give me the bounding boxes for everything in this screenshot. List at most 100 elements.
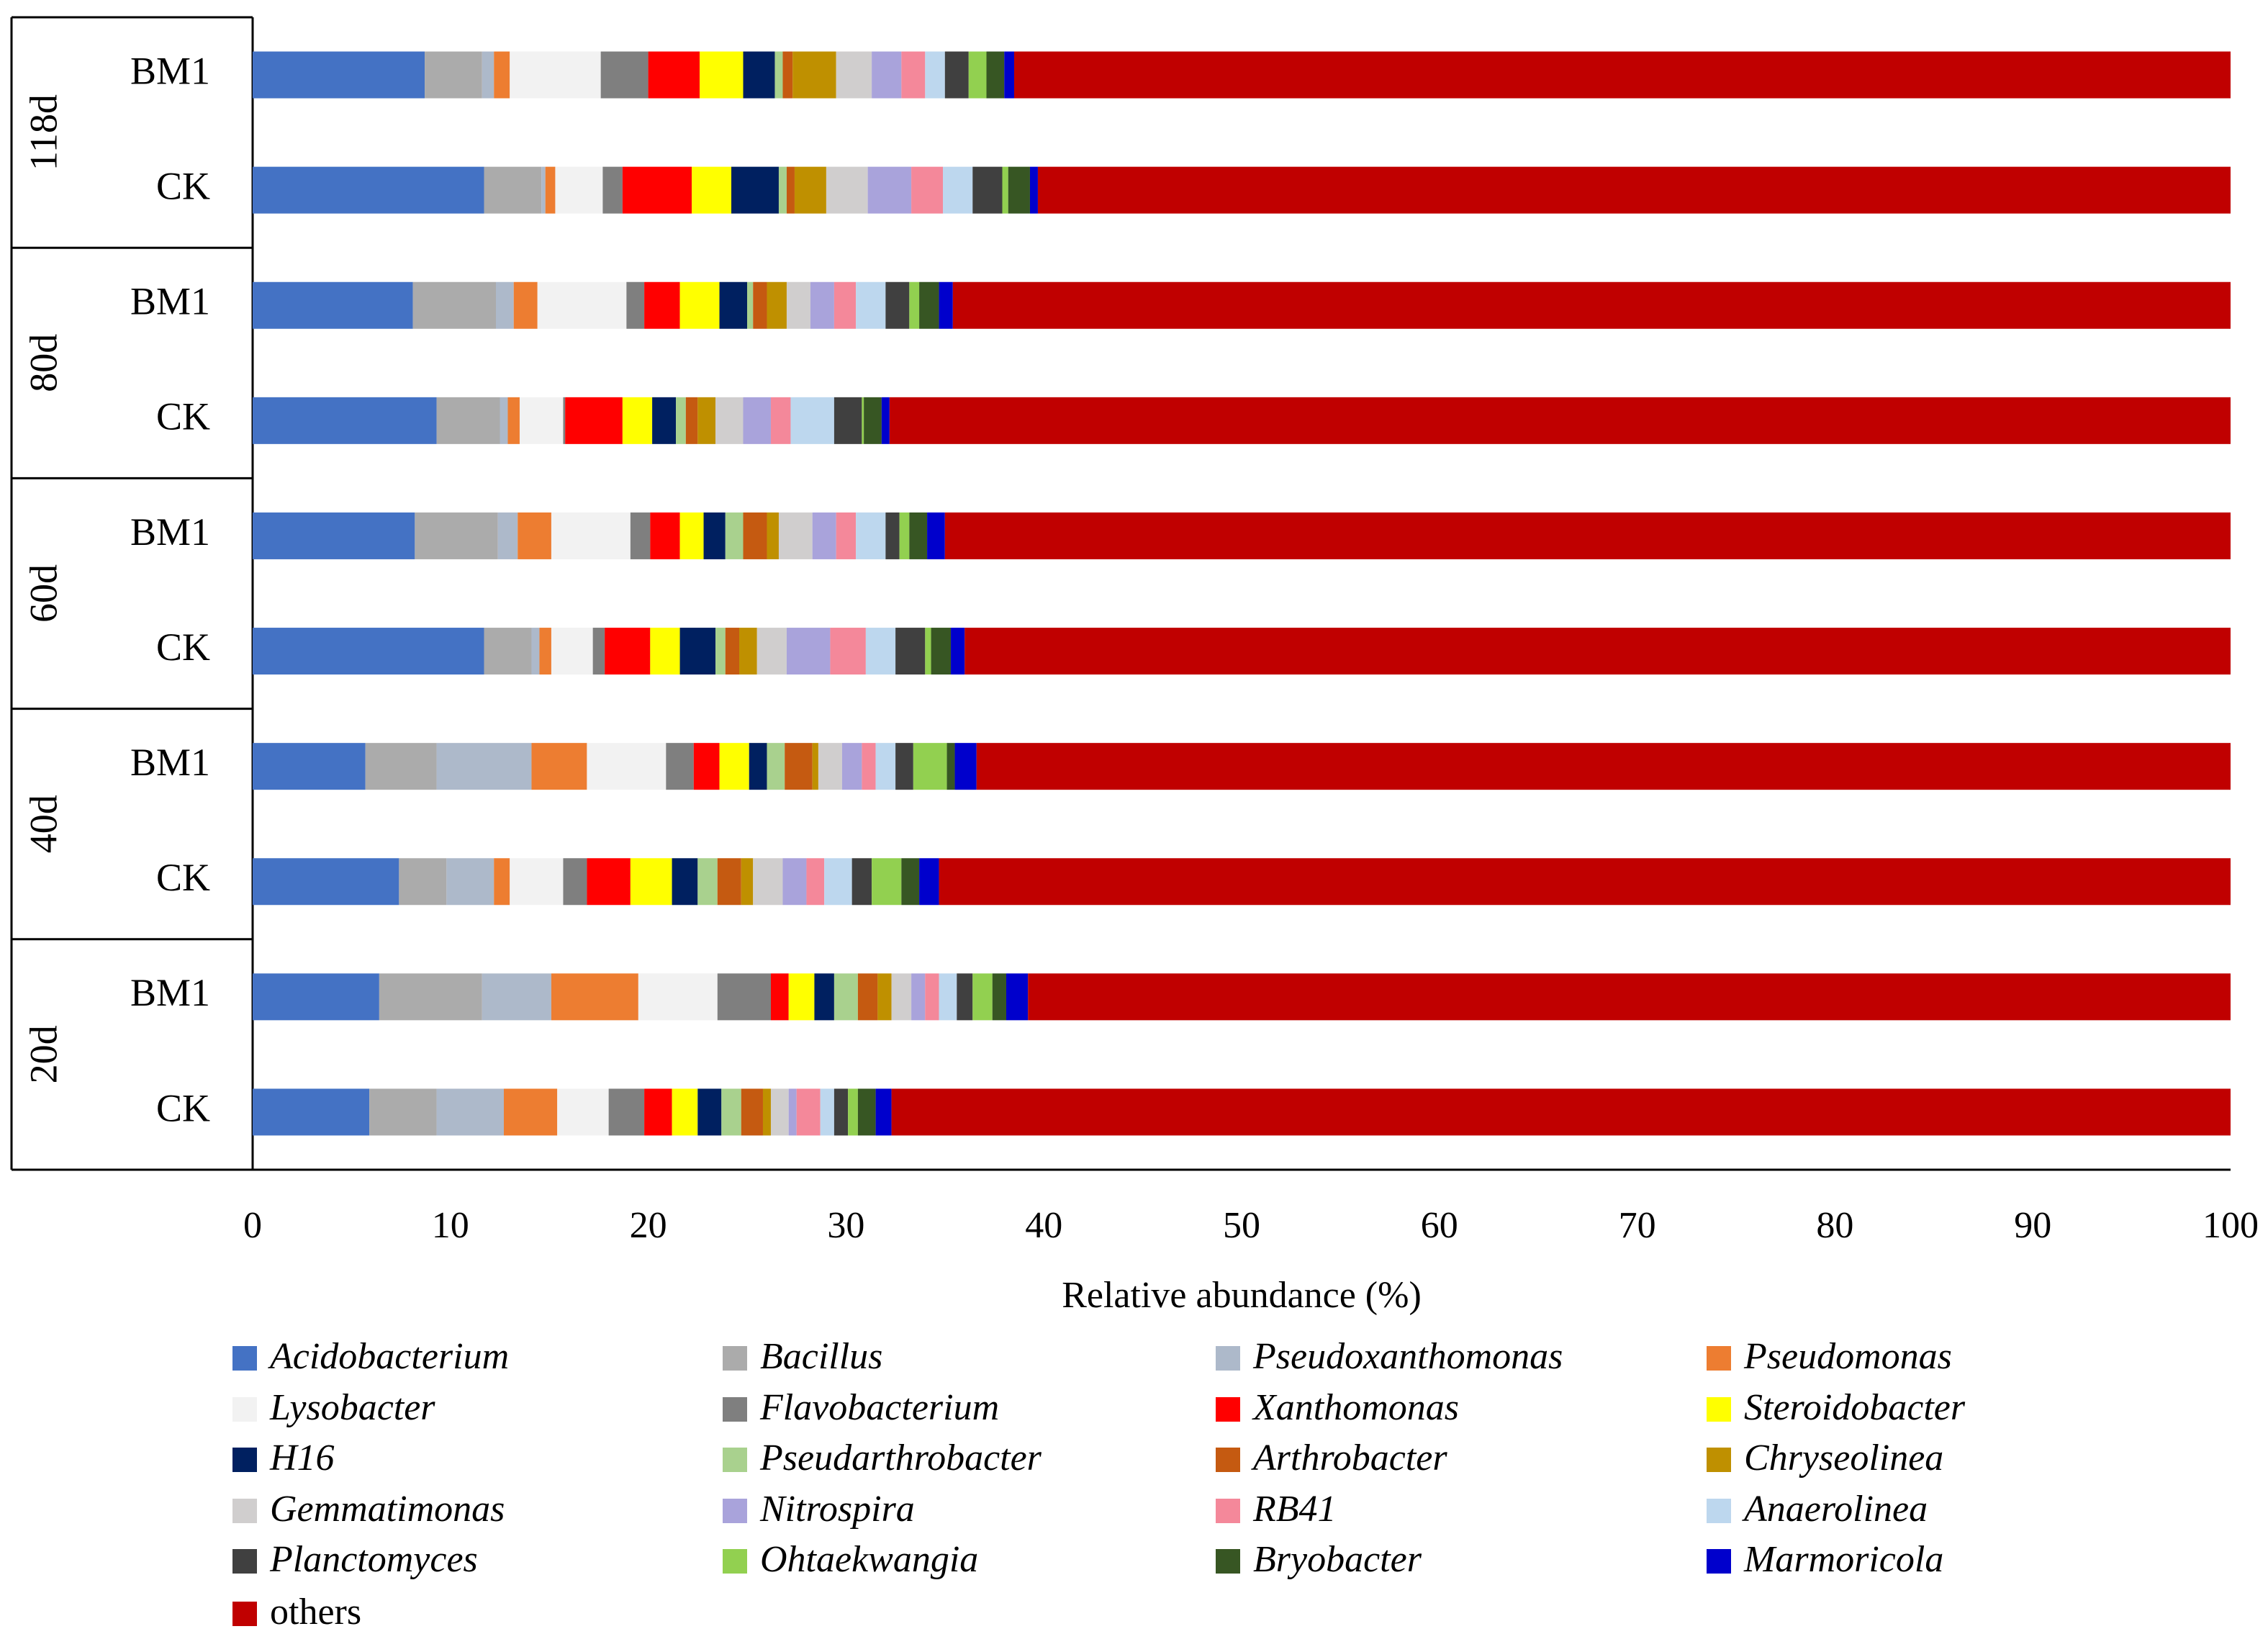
bar-segment (895, 628, 926, 675)
bar-segment (901, 51, 926, 99)
bar-segment (510, 51, 601, 99)
bar-segment (824, 858, 852, 906)
legend-swatch (723, 1397, 747, 1422)
bar-segment (592, 628, 605, 675)
bar-segment (872, 51, 902, 99)
bar-segment (782, 51, 793, 99)
bar-segment (650, 628, 680, 675)
legend-label: Planctomyces (269, 1539, 478, 1580)
x-tick-label: 40 (1025, 1205, 1062, 1246)
bar-segment (836, 512, 857, 559)
bar-segment (715, 628, 726, 675)
legend-swatch (723, 1499, 747, 1523)
bar-segment (679, 628, 716, 675)
group-label: 118d (22, 94, 65, 171)
bar-segment (679, 512, 704, 559)
legend-swatch (1707, 1549, 1731, 1574)
bar-segment (507, 397, 520, 444)
bar-segment (412, 281, 497, 329)
bar-segment (782, 858, 807, 906)
bar-segment (954, 743, 977, 790)
bar-segment (943, 166, 973, 214)
legend-swatch (1216, 1549, 1240, 1574)
bar-segment (891, 973, 912, 1021)
bar-segment (875, 743, 896, 790)
bar-segment (841, 743, 862, 790)
bar-segment (630, 512, 651, 559)
bar-segment (496, 281, 514, 329)
bar-segment (833, 397, 862, 444)
bar-segment (672, 858, 698, 906)
bar-segment (697, 1088, 722, 1136)
bar-segment (925, 973, 939, 1021)
legend-label: Flavobacterium (759, 1387, 999, 1428)
legend-label: Bryobacter (1253, 1539, 1422, 1580)
y-tick-label: BM1 (130, 741, 210, 784)
bar-segment (812, 512, 836, 559)
group-label: 60d (22, 564, 65, 623)
bar-segment (622, 166, 692, 214)
legend-swatch (1707, 1499, 1731, 1523)
bar-segment (749, 743, 767, 790)
bar-segment (790, 397, 834, 444)
bar-segment (638, 973, 718, 1021)
y-tick-label: BM1 (130, 280, 210, 323)
legend-swatch (1707, 1346, 1731, 1371)
bar-segment (909, 512, 928, 559)
bar-segment (551, 628, 593, 675)
bar-segment (889, 397, 2231, 444)
bar-segment (365, 743, 437, 790)
bar-segment (913, 743, 947, 790)
bar-segment (685, 397, 698, 444)
bar-segment (503, 1088, 558, 1136)
bar-segment (650, 512, 680, 559)
y-tick-label: BM1 (130, 49, 210, 92)
bar-segment (500, 397, 508, 444)
x-tick-label: 60 (1421, 1205, 1458, 1246)
bar-segment (551, 973, 638, 1021)
bar-segment (774, 51, 783, 99)
bar-segment (739, 628, 757, 675)
bar-segment (565, 397, 623, 444)
legend-swatch (1707, 1448, 1731, 1472)
group-label: 40d (22, 795, 65, 853)
bar-segment (626, 281, 645, 329)
legend-label: Bacillus (760, 1336, 882, 1377)
bar-segment (743, 512, 767, 559)
legend-swatch (232, 1397, 257, 1422)
bar-segment (436, 397, 500, 444)
bar-segment (770, 397, 791, 444)
legend-label: Marmoricola (1743, 1539, 1943, 1580)
bar-segment (848, 1088, 858, 1136)
legend-swatch (1216, 1397, 1240, 1422)
bar-segment (630, 858, 672, 906)
bar-segment (743, 51, 775, 99)
x-tick-label: 0 (243, 1205, 262, 1246)
bar-segment (399, 858, 447, 906)
bar-segment (895, 743, 913, 790)
bar-segment (1029, 166, 1038, 214)
legend-label: Nitrospira (759, 1489, 915, 1530)
y-tick-label: CK (156, 165, 210, 208)
bar-segment (851, 858, 872, 906)
bar-segment (510, 858, 564, 906)
bar-segment (253, 743, 366, 790)
bar-segment (545, 166, 556, 214)
bar-segment (741, 1088, 763, 1136)
x-tick-label: 30 (827, 1205, 864, 1246)
y-tick-label: CK (156, 626, 210, 669)
bar-segment (856, 281, 886, 329)
legend-swatch (1216, 1346, 1240, 1371)
bar-segment (976, 743, 2231, 790)
bar-segment (253, 397, 437, 444)
bar-segment (796, 1088, 821, 1136)
bar-segment (899, 512, 910, 559)
legend-swatch (1216, 1448, 1240, 1472)
x-tick-label: 80 (1816, 1205, 1853, 1246)
legend-swatch (232, 1602, 257, 1626)
bar-segment (865, 628, 896, 675)
bar-segment (1006, 973, 1029, 1021)
bar-segment (833, 281, 857, 329)
bar-segment (919, 858, 939, 906)
